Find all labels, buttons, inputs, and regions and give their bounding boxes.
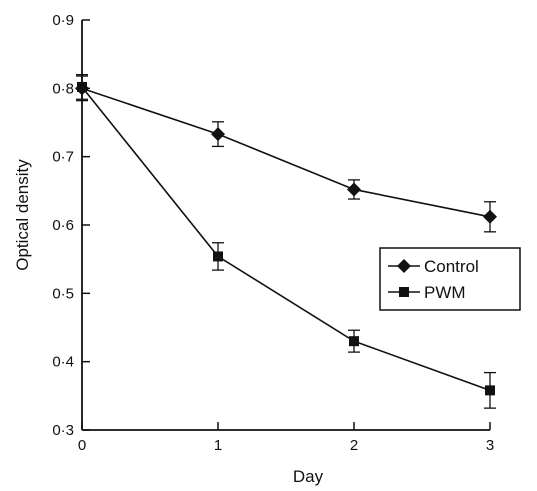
x-axis-label: Day — [293, 467, 324, 486]
x-tick-label: 3 — [486, 437, 494, 454]
series-line-pwm — [81, 86, 491, 392]
y-tick-label: 0·8 — [52, 80, 74, 97]
y-tick-label: 0·9 — [52, 12, 74, 29]
data-point-pwm — [485, 385, 495, 396]
legend-marker-pwm — [399, 287, 409, 297]
data-point-pwm — [77, 81, 87, 92]
legend: Control PWM — [379, 247, 521, 311]
legend-marker-control — [397, 259, 411, 273]
legend-box — [379, 247, 521, 311]
x-tick-label: 0 — [78, 437, 86, 454]
y-tick-label: 0·7 — [52, 149, 74, 166]
legend-label-control: Control — [424, 257, 479, 276]
data-point-control — [211, 127, 225, 142]
legend-label-pwm: PWM — [424, 283, 466, 302]
data-point-pwm — [349, 336, 359, 347]
plot-area — [75, 74, 497, 409]
data-point-control — [347, 182, 361, 197]
x-tick-label: 2 — [350, 437, 358, 454]
x-axis-ticks: 0 1 2 3 — [78, 422, 494, 454]
x-tick-label: 1 — [214, 437, 222, 454]
y-tick-label: 0·6 — [52, 217, 74, 234]
y-axis-label: Optical density — [13, 159, 32, 271]
data-point-pwm — [213, 251, 223, 262]
y-axis-ticks: 0·3 0·4 0·5 0·6 0·7 0·8 0·9 — [52, 12, 90, 439]
data-point-control — [483, 209, 497, 224]
y-tick-label: 0·3 — [52, 422, 74, 439]
y-tick-label: 0·5 — [52, 285, 74, 302]
series-line-control — [81, 87, 491, 218]
y-tick-label: 0·4 — [52, 354, 74, 371]
